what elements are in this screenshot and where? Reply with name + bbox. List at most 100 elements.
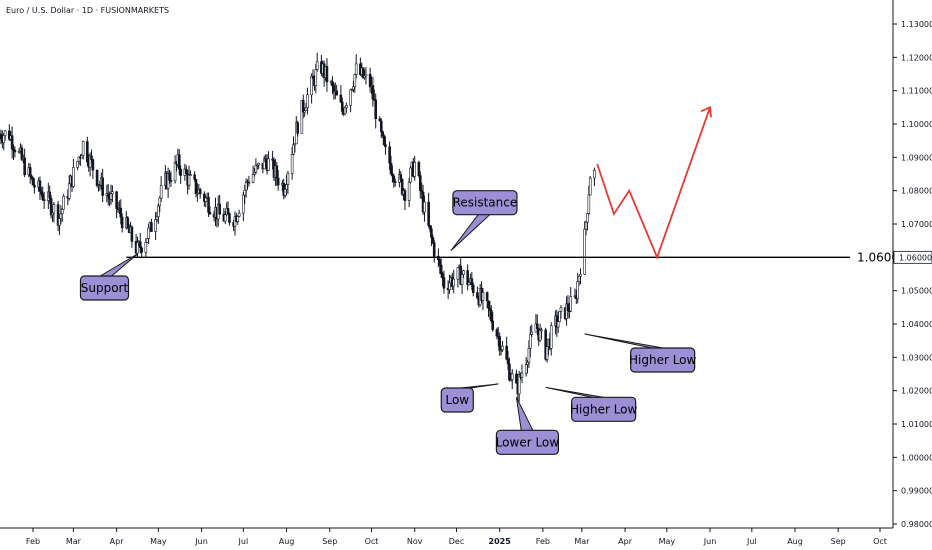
y-tick-label: 1.08000 — [901, 187, 932, 196]
candle-body — [285, 184, 288, 190]
candle-body — [331, 81, 334, 87]
callout-label: Support — [81, 281, 129, 295]
candle-body — [243, 189, 247, 196]
candle-body — [428, 225, 432, 230]
candle-body — [72, 167, 75, 187]
candle-body — [293, 143, 297, 146]
candle-body — [485, 292, 489, 302]
y-tick-label: 1.02000 — [901, 387, 932, 396]
y-tick-label: 1.13000 — [901, 20, 932, 29]
x-tick-label: May — [659, 537, 676, 546]
candle-body — [530, 331, 534, 335]
candle-body — [193, 174, 196, 180]
candle-body — [538, 329, 542, 341]
candle-body — [488, 307, 492, 311]
candle-body — [306, 94, 309, 109]
callout-box[interactable] — [440, 387, 474, 413]
x-tick-label: Jun — [194, 537, 208, 546]
callout-box[interactable] — [571, 396, 637, 422]
x-tick-label: Mar — [66, 537, 82, 546]
candle-body — [42, 199, 46, 201]
x-tick-label: Dec — [449, 537, 464, 546]
candle-body — [283, 188, 287, 196]
y-tick-label: 1.04000 — [901, 320, 932, 329]
candle-body — [587, 194, 591, 214]
candle-body — [593, 170, 596, 179]
candle-body — [208, 212, 212, 215]
candle-body — [576, 281, 579, 299]
callout-pointer — [450, 213, 493, 252]
candle-body — [368, 73, 372, 88]
candle-body — [400, 179, 404, 195]
y-tick-label: 1.00000 — [901, 453, 932, 462]
candle-body — [462, 270, 465, 275]
candle-body — [60, 208, 64, 215]
candle-body — [407, 181, 411, 201]
y-tick-label: 1.11000 — [901, 87, 932, 96]
candle-body — [588, 177, 592, 196]
candle-body — [187, 174, 191, 186]
x-tick-label: Oct — [365, 537, 379, 546]
candle-body — [41, 193, 45, 200]
candle-body — [292, 144, 295, 155]
x-tick-label: Jun — [703, 537, 717, 546]
candle-body — [417, 162, 421, 176]
candle-body — [566, 303, 570, 312]
candle-body — [56, 204, 60, 226]
candle-body — [559, 307, 563, 312]
callout-pointer — [545, 386, 610, 399]
candle-body — [130, 226, 134, 242]
candle-body — [144, 242, 148, 253]
candle-body — [470, 278, 474, 286]
x-tick-label: May — [150, 537, 167, 546]
candle-body — [432, 242, 436, 257]
candle-body — [91, 159, 95, 171]
callout-box[interactable] — [79, 275, 130, 301]
candle-body — [409, 167, 412, 183]
candle-body — [517, 374, 521, 395]
candle-body — [111, 191, 114, 195]
candle-body — [549, 325, 553, 349]
x-tick-label: Jul — [238, 537, 249, 546]
candle-body — [179, 168, 182, 176]
candle-body — [491, 320, 495, 330]
candle-body — [384, 144, 387, 148]
candle-body — [391, 173, 394, 177]
candle-body — [379, 120, 383, 132]
candle-body — [62, 196, 65, 210]
candle-body — [392, 175, 396, 182]
candle-body — [145, 238, 149, 243]
callout-box[interactable] — [630, 347, 696, 373]
candle-body — [207, 197, 210, 213]
candle-body — [349, 89, 352, 106]
callout-box[interactable] — [452, 190, 518, 216]
candle-body — [586, 213, 589, 223]
candle-body — [33, 184, 36, 188]
candle-body — [524, 364, 528, 374]
candle-body — [80, 155, 84, 159]
candle-body — [381, 131, 384, 136]
y-tick-label: 1.10000 — [901, 120, 932, 129]
candle-body — [286, 172, 290, 185]
callout-label: Resistance — [453, 196, 518, 210]
candle-body — [371, 85, 375, 100]
candle-body — [418, 175, 422, 191]
candle-body — [177, 154, 181, 170]
candle-body — [223, 214, 227, 222]
chart-title: Euro / U.S. Dollar · 1D · FUSIONMARKETS — [6, 6, 170, 15]
candle-body — [510, 373, 514, 380]
candle-body — [506, 358, 510, 365]
x-tick-label: Apr — [110, 537, 125, 546]
candle-body — [476, 292, 479, 299]
y-tick-label: 0.98000 — [901, 520, 932, 529]
candle-body — [374, 99, 378, 120]
candle-body — [466, 270, 469, 286]
candle-body — [340, 101, 344, 112]
candle-body — [140, 247, 143, 253]
candle-body — [236, 216, 240, 222]
candle-body — [264, 158, 267, 163]
candle-body — [460, 274, 464, 285]
candle-body — [251, 173, 255, 183]
callout-box[interactable] — [495, 429, 560, 455]
